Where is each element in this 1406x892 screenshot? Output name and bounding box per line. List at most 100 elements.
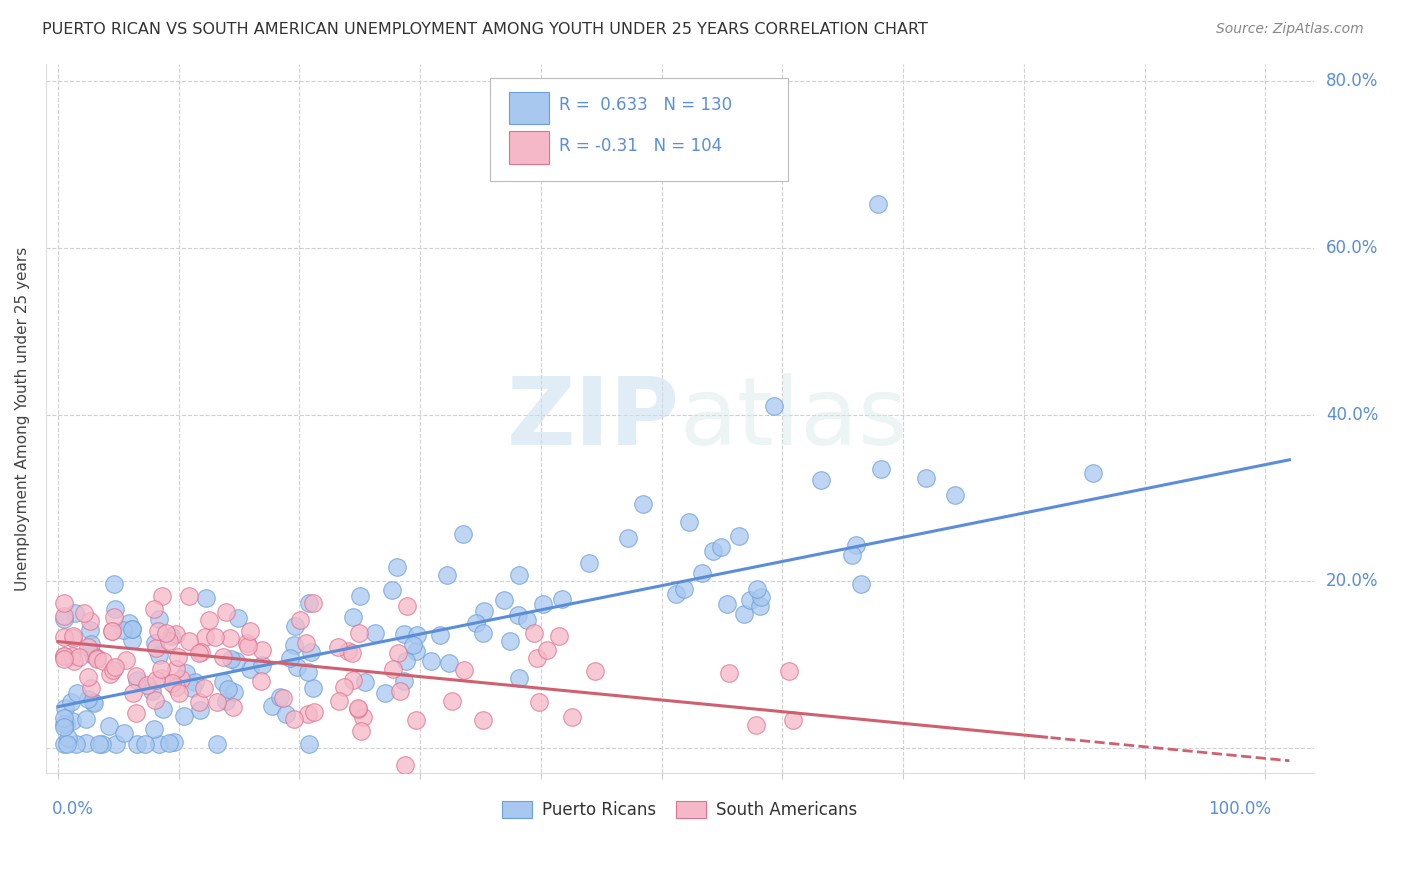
Point (62, 655, 84, 669)
Point (508, 671, 530, 685)
Point (143, 693, 166, 707)
Text: 60.0%: 60.0% (1326, 239, 1379, 257)
Point (211, 675, 233, 690)
Point (374, 686, 396, 700)
Point (508, 568, 530, 582)
Point (337, 644, 360, 658)
Point (148, 737, 170, 751)
Point (526, 651, 548, 665)
Point (204, 630, 226, 644)
Point (165, 627, 187, 641)
Point (59, 695, 82, 709)
Point (190, 645, 212, 659)
Text: R =  0.633   N = 130: R = 0.633 N = 130 (560, 96, 733, 114)
Point (494, 593, 516, 607)
Point (381, 583, 404, 598)
Point (86, 650, 108, 665)
Point (363, 626, 385, 640)
Point (841, 548, 863, 562)
Point (53, 609, 76, 624)
Point (678, 516, 700, 530)
Point (193, 681, 215, 695)
Point (868, 196, 890, 211)
Point (716, 597, 738, 611)
Point (429, 628, 451, 642)
Point (349, 589, 371, 603)
Point (548, 629, 571, 643)
Point (91, 655, 114, 669)
Point (150, 671, 173, 685)
Point (250, 674, 273, 689)
Point (121, 633, 143, 648)
Point (690, 566, 713, 580)
Point (748, 599, 770, 613)
Point (215, 694, 238, 708)
Point (354, 674, 377, 689)
Point (53, 648, 76, 663)
Point (269, 690, 291, 704)
Point (207, 737, 229, 751)
Point (299, 645, 322, 659)
Point (239, 662, 262, 676)
Point (155, 626, 177, 640)
Point (62, 629, 84, 643)
Point (395, 599, 418, 613)
Point (75, 736, 97, 750)
Point (302, 681, 325, 696)
Point (219, 631, 242, 645)
Point (402, 639, 425, 653)
Point (226, 611, 249, 625)
Point (77, 692, 100, 706)
Point (207, 695, 229, 709)
Point (943, 488, 966, 502)
Point (381, 662, 404, 676)
Point (250, 642, 273, 657)
Point (392, 627, 415, 641)
Text: 0.0%: 0.0% (52, 800, 94, 818)
Point (278, 651, 301, 665)
Point (851, 576, 873, 591)
Point (472, 713, 495, 727)
Point (288, 613, 311, 627)
Point (53, 737, 76, 751)
Point (98, 666, 121, 681)
Point (239, 624, 262, 638)
Point (405, 713, 427, 727)
Point (506, 608, 529, 623)
Text: ZIP: ZIP (508, 373, 679, 465)
Point (436, 567, 458, 582)
Point (103, 663, 125, 677)
Point (163, 735, 186, 749)
Point (347, 701, 370, 715)
Text: 80.0%: 80.0% (1326, 71, 1379, 90)
Point (167, 685, 190, 699)
Point (236, 635, 259, 649)
Point (328, 640, 350, 654)
Point (219, 652, 242, 666)
Point (728, 529, 751, 543)
Point (181, 681, 204, 695)
Point (394, 673, 416, 688)
Point (53, 649, 76, 664)
Point (464, 615, 486, 630)
Point (86, 651, 108, 665)
Point (66, 686, 89, 700)
Point (302, 705, 325, 719)
Point (197, 613, 219, 627)
Point (82, 695, 104, 709)
Point (583, 664, 606, 678)
Point (451, 527, 474, 541)
Point (284, 619, 307, 633)
Point (79, 614, 101, 628)
Point (665, 587, 688, 601)
Point (236, 639, 259, 653)
Point (250, 658, 273, 673)
Point (536, 642, 558, 657)
Point (125, 669, 148, 683)
Point (121, 622, 143, 636)
Point (302, 596, 325, 610)
Point (285, 659, 308, 673)
Point (561, 710, 583, 724)
Point (389, 684, 412, 698)
Point (298, 596, 321, 610)
